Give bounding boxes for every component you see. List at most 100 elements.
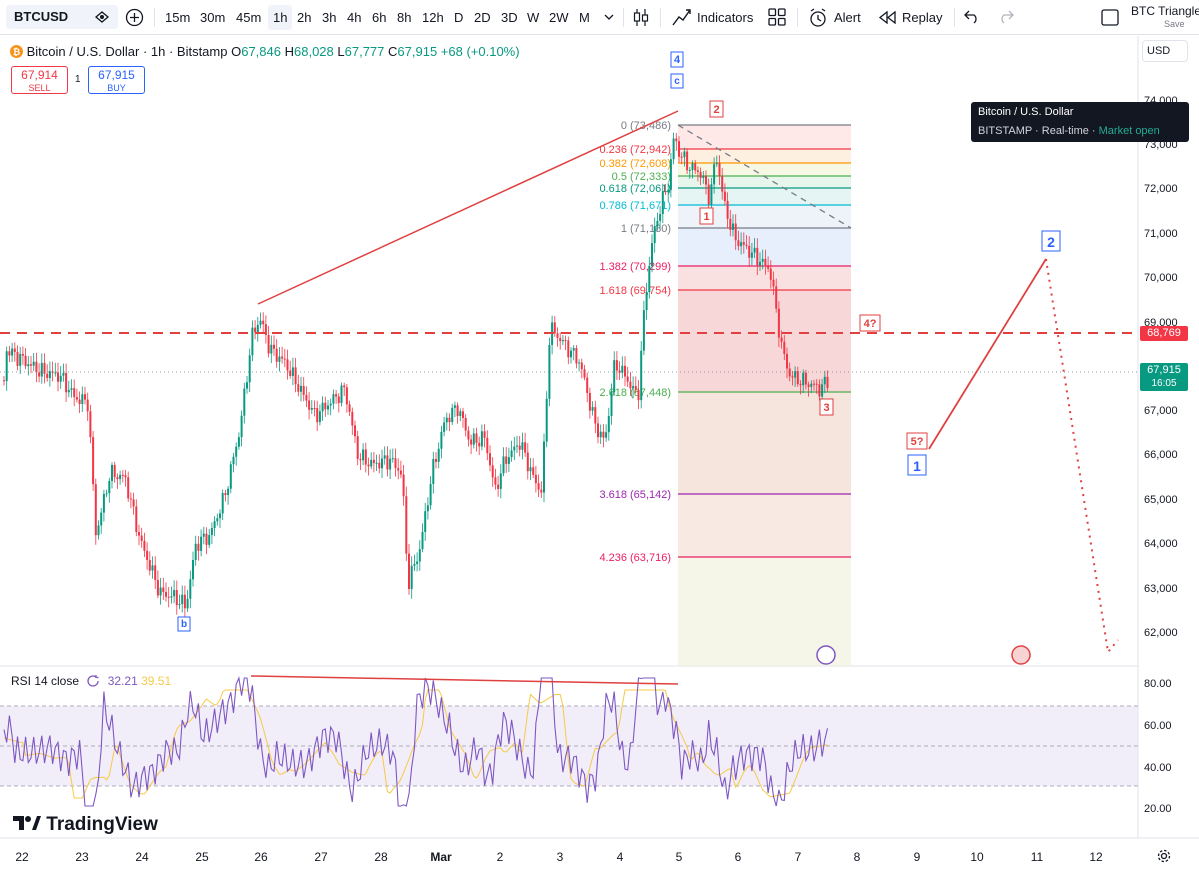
candle-body (721, 175, 724, 192)
tf-6h[interactable]: 6h (372, 10, 387, 25)
buy-button[interactable]: 67,915 BUY (88, 66, 145, 94)
candle-body (318, 411, 321, 423)
rsi-axis-label: 80.00 (1144, 678, 1172, 690)
candle-body (705, 175, 707, 185)
candle-body (264, 324, 267, 335)
candle-body (73, 388, 76, 398)
drawings[interactable] (0, 110, 1138, 665)
sell-button[interactable]: 67,914 SELL (11, 66, 68, 94)
candle-body (408, 553, 410, 589)
candle-body (32, 361, 35, 366)
candle-body (340, 385, 343, 404)
wave-labels[interactable]: 4 c b 2 1 3 4? 5? 1 2 (177, 51, 1061, 632)
tf-2d[interactable]: 2D (474, 10, 491, 25)
candle-body (70, 388, 73, 390)
symbol-search[interactable]: BTCUSD (6, 5, 118, 29)
candle-body (11, 348, 14, 356)
separator (954, 8, 955, 27)
candle-body (192, 559, 194, 580)
candle-body (540, 489, 543, 493)
candle-body (753, 247, 756, 253)
tf-15m[interactable]: 15m (165, 10, 191, 25)
settings-gear-icon[interactable] (1157, 849, 1171, 863)
currency-selector[interactable]: USD (1142, 40, 1188, 62)
dashed-trendline (677, 124, 852, 229)
wave-label-box (819, 398, 834, 416)
buy-label: BUY (107, 83, 126, 93)
tf-w[interactable]: W (527, 10, 540, 25)
fib-zone (678, 205, 851, 228)
replay-icon[interactable] (878, 11, 896, 24)
candle-body (796, 371, 799, 385)
candle-body (723, 191, 726, 201)
candle-body (173, 590, 176, 597)
add-symbol-icon[interactable] (125, 8, 144, 27)
candle-body (745, 244, 748, 246)
candle-body (632, 386, 635, 389)
tf-m[interactable]: M (579, 10, 590, 25)
replay-button[interactable]: Replay (902, 10, 943, 25)
candle-body (621, 365, 624, 373)
price-axis-label: 64,000 (1144, 538, 1178, 550)
candle-body (548, 344, 551, 399)
tf-2w[interactable]: 2W (549, 10, 569, 25)
candle-body (497, 484, 500, 489)
candle-body (27, 364, 30, 367)
candle-body (440, 431, 443, 449)
candle-body (626, 376, 629, 382)
tf-2h[interactable]: 2h (297, 10, 312, 25)
candle-body (19, 353, 22, 366)
indicators-icon[interactable] (672, 8, 692, 26)
candle-body (256, 324, 259, 333)
layout-icon[interactable] (1101, 9, 1119, 26)
indicators-button[interactable]: Indicators (697, 10, 754, 25)
wave-label-text: 3 (823, 402, 829, 414)
candle-body (737, 240, 740, 247)
level-price-tag: 68,769 (1140, 326, 1188, 341)
candles-icon[interactable] (632, 8, 650, 27)
tf-30m[interactable]: 30m (200, 10, 226, 25)
tf-12h[interactable]: 12h (422, 10, 444, 25)
chart-canvas[interactable]: 0 (73,486)0.236 (72,942)0.382 (72,608)0.… (0, 36, 1199, 880)
candle-body (243, 388, 246, 416)
templates-icon[interactable] (768, 8, 786, 26)
sell-label: SELL (28, 83, 51, 93)
tf-d[interactable]: D (454, 10, 464, 25)
candle-body (105, 493, 108, 495)
candle-body (772, 279, 775, 287)
candle-body (686, 151, 689, 171)
candle-body (410, 565, 413, 589)
candle-body (102, 493, 105, 513)
candle-body (794, 371, 797, 378)
candle-body (116, 477, 119, 480)
candle-body (267, 334, 270, 354)
tf-3h[interactable]: 3h (322, 10, 337, 25)
candle-body (543, 441, 545, 493)
wave-label-r5: 5? (906, 432, 928, 450)
candle-body (804, 372, 807, 385)
tf-3d[interactable]: 3D (501, 10, 518, 25)
candle-body (453, 405, 456, 408)
tf-1h[interactable]: 1h (268, 5, 293, 30)
candle-body (586, 377, 589, 393)
alert-icon[interactable] (808, 8, 828, 28)
time-axis-label: 7 (794, 850, 802, 864)
candle-body (732, 223, 734, 230)
refresh-icon[interactable] (86, 674, 100, 688)
candle-body (710, 184, 713, 205)
candle-body (818, 384, 821, 397)
tf-8h[interactable]: 8h (397, 10, 412, 25)
save-button[interactable]: Save (1164, 19, 1185, 29)
alert-button[interactable]: Alert (834, 10, 861, 25)
candle-body (669, 159, 672, 190)
undo-icon[interactable] (964, 10, 980, 24)
chevron-down-icon[interactable] (604, 13, 614, 21)
candle-body (480, 431, 483, 447)
tf-45m[interactable]: 45m (236, 10, 262, 25)
redo-icon[interactable] (998, 10, 1014, 24)
rsi-value: 32.21 (107, 674, 138, 688)
tf-4h[interactable]: 4h (347, 10, 362, 25)
layout-name[interactable]: BTC Triangle (1131, 4, 1199, 18)
candle-body (613, 360, 616, 393)
chart-area[interactable]: 0 (73,486)0.236 (72,942)0.382 (72,608)0.… (0, 36, 1199, 880)
